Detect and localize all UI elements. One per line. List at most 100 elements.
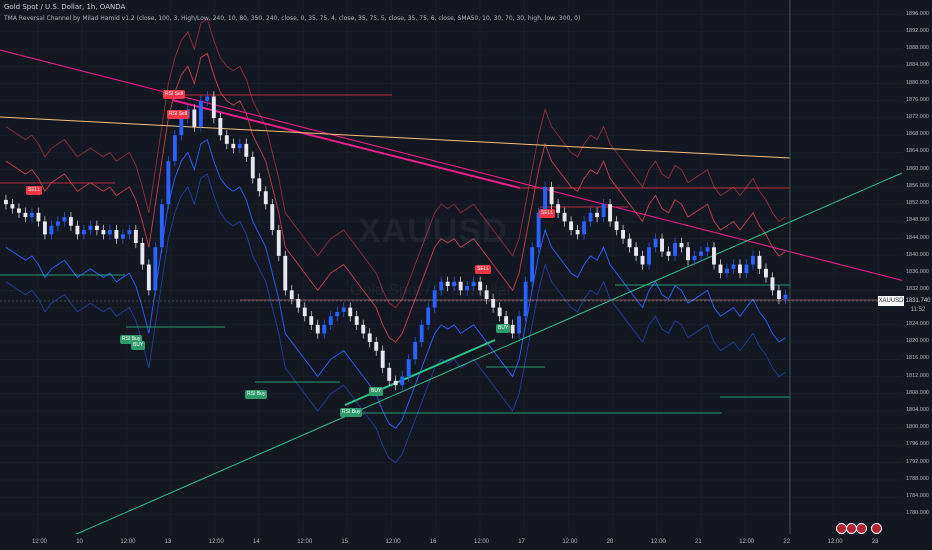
candles[interactable] [4, 91, 788, 391]
candle-body [270, 204, 275, 231]
trendline-pink-bold[interactable] [171, 99, 521, 189]
time-tick-label: 12:00 [120, 539, 136, 545]
candle-body [406, 359, 411, 377]
candle-body [179, 118, 184, 136]
signal-sell[interactable]: SELL [475, 265, 492, 274]
candle-body [640, 255, 645, 265]
candle-body [367, 333, 372, 343]
price-tick-label: 1796.000 [906, 441, 929, 448]
price-tick-label: 1848.000 [906, 217, 929, 224]
candle-body [517, 316, 522, 334]
candle-body [627, 238, 632, 248]
candle-body [205, 96, 210, 101]
candle-body [140, 242, 145, 265]
signal-rsi-sell[interactable]: RSI Sell [163, 90, 186, 99]
time-tick-label: 21 [695, 539, 702, 545]
time-tick-label: 12:00 [297, 539, 313, 545]
channel-upper-outer-band [5, 18, 786, 309]
candle-body [452, 281, 457, 287]
time-tick-label: 12:00 [385, 539, 401, 545]
candle-body [679, 242, 684, 248]
candle-body [588, 212, 593, 222]
time-axis[interactable] [0, 534, 932, 550]
us-flag-event-icon[interactable] [856, 523, 867, 534]
signal-sell[interactable]: SELL [539, 209, 556, 218]
time-tick-label: 12:00 [474, 539, 490, 545]
candle-body [744, 264, 749, 274]
signal-buy[interactable]: BUY [496, 324, 511, 333]
price-tick-label: 1792.000 [906, 458, 929, 465]
candle-body [192, 109, 197, 127]
candle-body [634, 247, 638, 256]
candle-body [575, 230, 580, 235]
time-tick-label: 23 [871, 539, 879, 545]
candle-body [250, 156, 255, 179]
candle-body [341, 307, 346, 312]
candle-body [224, 135, 229, 144]
signal-rsi-buy[interactable]: RSI Buy [245, 390, 268, 399]
candle-body [569, 221, 574, 231]
channel-upper-band [5, 52, 786, 343]
price-tick-label: 1852.000 [906, 200, 929, 207]
candle-body [101, 230, 106, 235]
sma-line [0, 116, 791, 159]
time-tick-label: 10 [76, 539, 83, 545]
price-tick-label: 1832.000 [906, 286, 929, 293]
candle-body [556, 204, 561, 213]
price-tick-label: 1884.000 [906, 62, 929, 69]
candle-body [237, 143, 242, 149]
price-tick-label: 1836.000 [906, 269, 929, 276]
price-tick-label: 1868.000 [906, 131, 929, 138]
candle-body [465, 286, 470, 291]
time-tick-label: 12:00 [739, 539, 755, 545]
candle-body [705, 247, 710, 252]
candle-body [471, 281, 476, 287]
signal-rsi-buy[interactable]: RSI Buy [120, 335, 143, 344]
candle-body [36, 212, 41, 222]
candle-body [172, 135, 177, 162]
price-tick-label: 1880.000 [906, 79, 929, 86]
trendline-pink[interactable] [0, 49, 932, 289]
price-axis[interactable] [902, 0, 932, 550]
price-tick-label: 1820.000 [906, 338, 929, 345]
candle-body [62, 217, 67, 222]
candle-body [725, 268, 729, 274]
candle-body [692, 255, 697, 261]
time-tick-label: 12:00 [827, 539, 843, 545]
price-tick-label: 1804.000 [906, 406, 929, 413]
candle-body [582, 221, 587, 235]
candle-body [322, 324, 327, 334]
time-tick-label: 13 [164, 539, 172, 545]
candle-body [276, 230, 281, 256]
candle-body [328, 316, 333, 325]
time-tick-label: 12:00 [562, 539, 578, 545]
candle-body [94, 225, 99, 231]
price-tick-label: 1840.000 [906, 251, 929, 258]
candle-body [666, 251, 671, 256]
candle-body [530, 247, 535, 282]
price-tick-label: 1888.000 [906, 45, 929, 52]
candle-body [374, 342, 379, 351]
candle-body [393, 380, 398, 386]
signal-rsi-buy[interactable]: RSI Buy [340, 408, 363, 417]
candle-body [315, 324, 320, 334]
bar-countdown: 11:52 [904, 305, 932, 315]
signal-buy[interactable]: BUY [369, 387, 384, 396]
candle-body [42, 221, 47, 235]
time-tick-label: 12:00 [650, 539, 666, 545]
indicator-legend[interactable]: TMA Reversal Channel by Milad Hamid v1.2… [4, 15, 581, 22]
signal-rsi-sell[interactable]: RSI Sell [167, 110, 190, 119]
price-tick-label: 1808.000 [906, 389, 929, 396]
signal-buy[interactable]: BUY [131, 341, 146, 350]
candle-body [127, 230, 132, 235]
price-tick-label: 1860.000 [906, 165, 929, 172]
us-flag-event-icon[interactable] [871, 523, 882, 534]
candle-body [361, 324, 366, 334]
trendline-green[interactable] [39, 172, 903, 550]
price-tick-label: 1896.000 [906, 10, 929, 17]
signal-sell[interactable]: SELL [26, 186, 43, 195]
candle-body [439, 281, 444, 291]
time-tick-label: 15 [341, 539, 349, 545]
candle-body [478, 281, 483, 291]
